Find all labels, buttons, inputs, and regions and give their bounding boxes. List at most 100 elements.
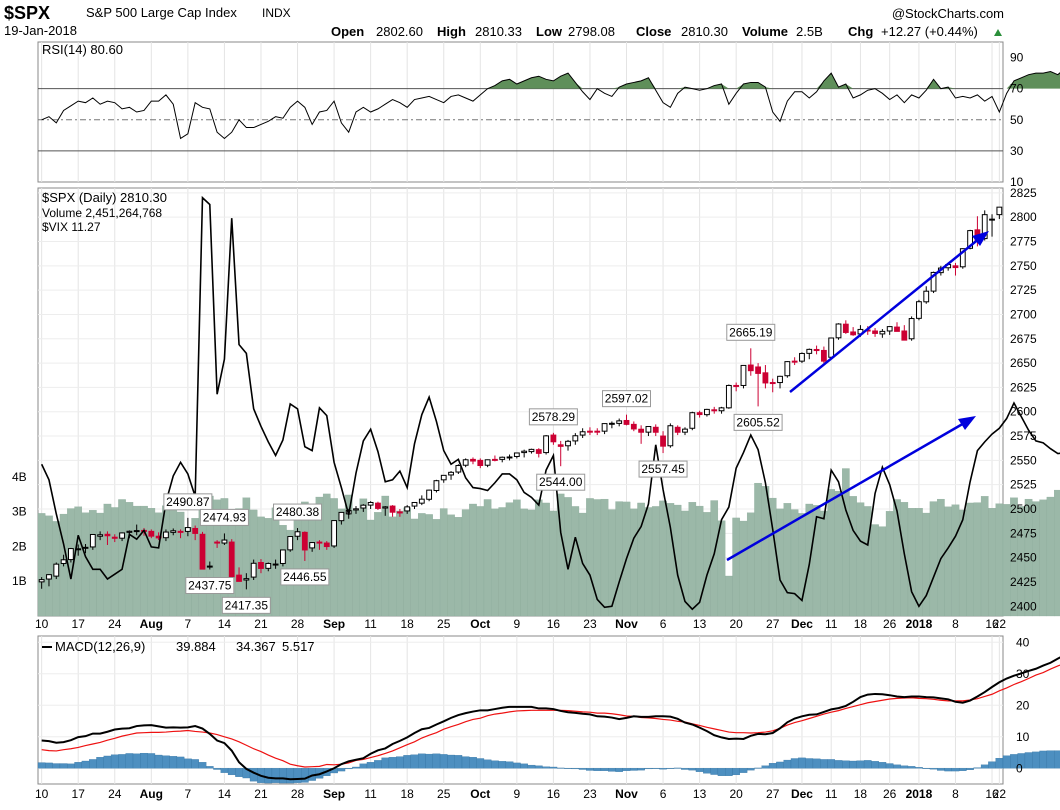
macd-histogram-bar xyxy=(1032,751,1040,769)
price-y-tick: 2500 xyxy=(1010,502,1037,516)
volume-bar xyxy=(710,500,719,617)
macd-histogram-bar xyxy=(929,768,938,770)
macd-histogram-bar xyxy=(169,756,178,769)
rsi-y-tick: 90 xyxy=(1010,51,1024,65)
price-y-tick: 2425 xyxy=(1010,575,1037,589)
close-label: Close xyxy=(636,24,671,39)
candle-body xyxy=(492,458,498,461)
volume-y-tick: 4B xyxy=(12,470,27,484)
price-annotation-box xyxy=(726,323,776,341)
volume-bar xyxy=(308,507,316,617)
macd-histogram-bar xyxy=(410,754,419,769)
candle-body xyxy=(704,408,710,416)
macd-histogram-bar xyxy=(520,763,528,769)
candle-body xyxy=(601,423,608,432)
macd-histogram-bar xyxy=(220,768,229,773)
volume-bar xyxy=(659,500,667,617)
x-tick-label: 18 xyxy=(401,617,415,631)
macd-histogram-bar xyxy=(184,758,192,769)
price-annotation-box xyxy=(602,390,652,408)
volume-bar xyxy=(951,504,960,617)
macd-histogram-bar xyxy=(366,762,375,769)
candle-body xyxy=(638,428,645,433)
volume-bar xyxy=(549,510,558,617)
macd-histogram-bar xyxy=(264,768,273,784)
volume-bar xyxy=(322,493,331,617)
macd-histogram-bar xyxy=(856,760,865,769)
price-y-tick: 2775 xyxy=(1010,235,1037,249)
macd-histogram-bar xyxy=(67,763,75,769)
macd-histogram-bar xyxy=(820,759,828,769)
x-tick-label: 9 xyxy=(514,617,521,631)
x-tick-label: 26 xyxy=(883,617,897,631)
candle-body xyxy=(214,541,221,544)
macd-histogram-bar xyxy=(878,762,887,769)
macd-histogram-bar xyxy=(578,768,587,770)
x-tick-label: 11 xyxy=(825,787,838,801)
x-tick-label: 18 xyxy=(401,787,415,801)
volume-bar xyxy=(140,505,148,617)
high-value: 2810.33 xyxy=(475,24,522,39)
candle-body xyxy=(565,440,571,447)
macd-histogram-bar xyxy=(1024,752,1033,769)
candle-body xyxy=(206,565,213,568)
macd-histogram-bar xyxy=(154,754,163,769)
candle-body xyxy=(38,579,45,583)
price-annotation-label: 2446.55 xyxy=(283,570,327,584)
macd-histogram-bar xyxy=(337,768,346,772)
candle-body xyxy=(959,248,966,268)
macd-histogram-bar xyxy=(608,768,616,772)
macd-histogram-bar xyxy=(937,768,945,771)
macd-histogram-bar xyxy=(666,768,675,769)
macd-histogram-bar xyxy=(469,757,477,769)
candle-body xyxy=(828,337,835,358)
macd-histogram-bar xyxy=(871,761,879,769)
macd-histogram-bar xyxy=(534,765,543,769)
candle-body xyxy=(608,422,615,425)
macd-histogram-bar xyxy=(279,768,287,784)
volume-bar xyxy=(630,508,638,617)
candle-body xyxy=(360,504,367,509)
candle-body xyxy=(287,536,294,551)
price-y-tick: 2725 xyxy=(1010,283,1037,297)
macd-histogram-bar xyxy=(673,767,682,769)
macd-histogram-bar xyxy=(834,760,843,769)
macd-histogram-bar xyxy=(1039,750,1048,769)
volume-bar xyxy=(81,512,90,617)
macd-histogram-bar xyxy=(732,768,740,776)
macd-histogram-bar xyxy=(89,759,97,769)
x-tick-label: Dec xyxy=(791,787,813,801)
candle-body xyxy=(148,530,155,537)
price-annotation-box xyxy=(185,577,235,595)
volume-bar xyxy=(439,508,448,617)
x-tick-label: Nov xyxy=(615,617,638,631)
candle-body xyxy=(89,533,96,548)
macd-histogram-bar xyxy=(396,756,404,769)
candle-body xyxy=(396,511,403,514)
candle-body xyxy=(740,364,747,386)
price-annotation-label: 2578.29 xyxy=(532,410,576,424)
candle-body xyxy=(842,323,849,333)
macd-histogram-bar xyxy=(615,768,623,772)
x-tick-label: 10 xyxy=(35,617,49,631)
x-tick-label: 26 xyxy=(883,787,897,801)
volume-bar xyxy=(45,515,53,617)
candle-body xyxy=(747,364,754,372)
macd-histogram-bar xyxy=(790,758,799,769)
candle-body xyxy=(784,361,791,377)
macd-histogram-bar xyxy=(995,758,1004,769)
x-tick-label: 27 xyxy=(766,617,780,631)
volume-bar xyxy=(147,508,156,617)
candle-body xyxy=(258,562,264,569)
macd-histogram-bar xyxy=(944,768,952,772)
candle-body xyxy=(769,382,776,385)
macd-histogram-bar xyxy=(849,760,857,769)
x-tick-label: Sep xyxy=(323,787,345,801)
x-tick-label: 18 xyxy=(854,787,868,801)
volume-bar xyxy=(527,509,536,617)
volume-bar xyxy=(110,507,119,617)
x-tick-label: 6 xyxy=(660,617,667,631)
candle-body xyxy=(572,435,579,442)
macd-histogram-bar xyxy=(381,757,390,769)
price-y-tick: 2825 xyxy=(1010,186,1037,200)
